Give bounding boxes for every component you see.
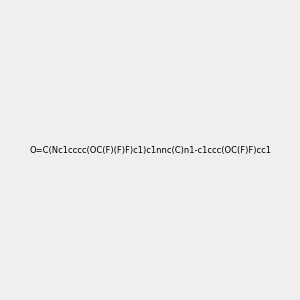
Text: O=C(Nc1cccc(OC(F)(F)F)c1)c1nnc(C)n1-c1ccc(OC(F)F)cc1: O=C(Nc1cccc(OC(F)(F)F)c1)c1nnc(C)n1-c1cc… — [29, 146, 271, 154]
